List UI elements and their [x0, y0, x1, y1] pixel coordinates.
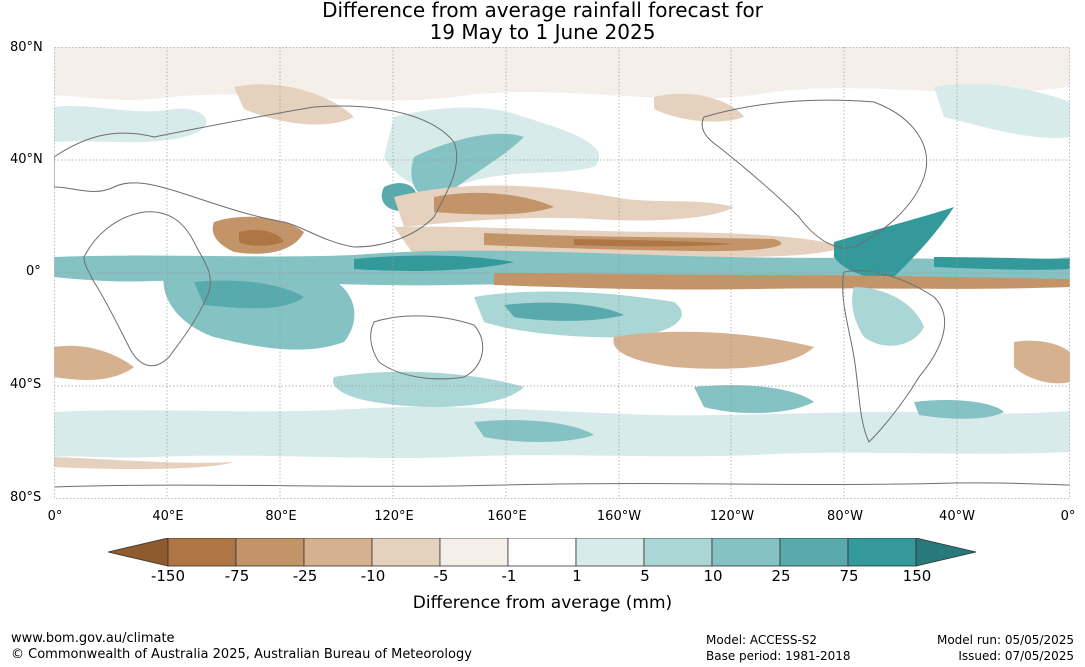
map-frame: [54, 47, 1070, 499]
map-title-line1: Difference from average rainfall forecas…: [322, 0, 763, 22]
lon-label-0: 0°: [47, 509, 63, 524]
anomaly-area: [333, 371, 524, 407]
legend-tick: 1: [572, 567, 582, 585]
legend-swatch: [235, 538, 305, 567]
legend-swatch: [167, 538, 237, 567]
antarctica-outline: [54, 482, 1070, 488]
anomaly-area: [354, 255, 514, 271]
lat-label-40s: 40°S: [10, 377, 42, 392]
legend-swatch: [643, 538, 713, 567]
legend-swatch: [779, 538, 849, 567]
anomaly-area: [474, 420, 594, 442]
legend-tick: -150: [150, 567, 186, 585]
lon-label-120w: 120°W: [709, 509, 755, 524]
anomaly-area: [234, 84, 354, 125]
anomaly-area: [934, 257, 1070, 270]
anomaly-area: [934, 83, 1070, 138]
lat-label-80s: 80°S: [10, 490, 42, 505]
legend-tick: -1: [501, 567, 517, 585]
footer-base-period: Base period: 1981-2018: [706, 649, 851, 663]
lon-label-80w: 80°W: [827, 509, 863, 524]
anomaly-area: [914, 400, 1004, 419]
anomaly-area: [654, 93, 744, 122]
anomaly-area: [434, 192, 554, 215]
anomaly-area: [694, 385, 814, 414]
australia-outline: [370, 315, 484, 380]
footer-copyright: © Commonwealth of Australia 2025, Austra…: [11, 647, 472, 662]
lon-label-80e: 80°E: [265, 509, 297, 524]
graticule: [54, 47, 1070, 499]
map-title-line2: 19 May to 1 June 2025: [429, 20, 656, 44]
anomaly-area: [54, 457, 234, 470]
anomaly-area: [834, 207, 954, 279]
lon-label-0-east: 0°: [1060, 509, 1076, 524]
anomaly-area: [494, 273, 1070, 290]
footer-url[interactable]: www.bom.gov.au/climate: [11, 631, 175, 646]
legend-tick: 75: [839, 567, 859, 585]
lat-label-80n: 80°N: [10, 40, 43, 55]
anomaly-area: [504, 302, 624, 321]
legend-swatch: [575, 538, 645, 567]
legend-swatch: [303, 538, 373, 567]
lon-label-160e: 160°E: [487, 509, 527, 524]
legend-colorbar: [108, 538, 977, 567]
legend-swatch: [711, 538, 781, 567]
lon-label-120e: 120°E: [374, 509, 414, 524]
lon-label-160w: 160°W: [596, 509, 642, 524]
footer-model: Model: ACCESS-S2: [706, 633, 818, 647]
lat-label-40n: 40°N: [10, 152, 43, 167]
south-america-outline: [842, 270, 946, 443]
anomaly-area: [613, 331, 814, 369]
eurasia-outline: [54, 105, 458, 248]
anomaly-area: [411, 133, 524, 200]
legend-tick: -10: [360, 567, 386, 585]
footer-model-run: Model run: 05/05/2025: [936, 633, 1074, 647]
anomaly-area: [574, 239, 734, 247]
anomaly-area: [54, 47, 1070, 101]
africa-outline: [83, 211, 211, 367]
legend-tick: 10: [703, 567, 723, 585]
anomaly-area: [852, 287, 924, 346]
legend-arrow-high: [915, 538, 977, 567]
anomaly-area: [1014, 340, 1070, 384]
anomaly-area: [239, 230, 284, 246]
anomaly-area: [54, 345, 134, 380]
lon-label-40e: 40°E: [152, 509, 184, 524]
anomaly-area: [194, 280, 304, 309]
legend-tick: -75: [224, 567, 250, 585]
legend-title: Difference from average (mm): [412, 593, 673, 613]
legend-swatch: [439, 538, 509, 567]
legend-tick: -25: [292, 567, 318, 585]
lon-label-40w: 40°W: [939, 509, 975, 524]
lat-label-0: 0°: [26, 264, 41, 279]
legend-tick: 150: [902, 567, 932, 585]
legend-tick: 5: [640, 567, 650, 585]
rainfall-anomaly-map: [54, 47, 1070, 499]
legend-tick: -5: [433, 567, 449, 585]
legend-tick: 25: [771, 567, 791, 585]
legend-arrow-low: [108, 538, 169, 567]
legend-swatch: [371, 538, 441, 567]
legend-swatch: [507, 538, 577, 567]
footer-issued: Issued: 07/05/2025: [958, 649, 1074, 663]
legend-swatch: [847, 538, 917, 567]
anomaly-area: [54, 105, 207, 143]
